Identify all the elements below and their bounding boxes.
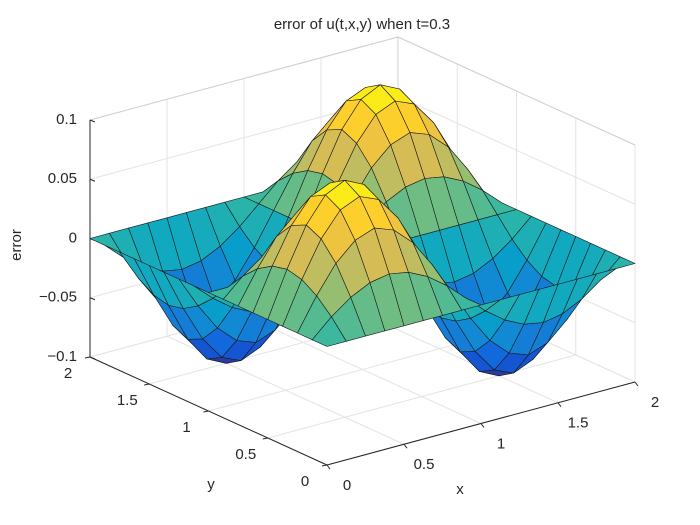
y-tick xyxy=(84,356,91,359)
z-tick-label: 0.05 xyxy=(48,170,77,187)
y-tick xyxy=(321,464,328,467)
x-tick-label: 1 xyxy=(497,435,505,452)
y-axis-label: y xyxy=(207,476,215,493)
x-tick xyxy=(403,443,408,449)
z-tick xyxy=(89,356,96,360)
z-tick xyxy=(89,178,96,182)
z-tick xyxy=(89,297,96,301)
y-tick-label: 2 xyxy=(64,365,72,382)
z-tick-label: 0.1 xyxy=(56,111,77,128)
y-tick xyxy=(262,437,268,440)
x-tick xyxy=(557,402,562,408)
x-tick-label: 1.5 xyxy=(568,415,589,432)
x-tick xyxy=(480,423,485,428)
grid-line xyxy=(267,354,576,439)
box-edge xyxy=(89,36,399,121)
y-tick-label: 0.5 xyxy=(235,446,256,463)
y-tick-label: 1 xyxy=(182,419,190,436)
x-tick-label: 0.5 xyxy=(414,456,435,473)
z-tick-label: −0.1 xyxy=(47,348,77,365)
box-edge xyxy=(397,36,636,146)
z-tick-label: −0.05 xyxy=(39,289,77,306)
z-tick xyxy=(89,119,96,123)
x-tick-label: 0 xyxy=(343,477,351,494)
surface-face xyxy=(311,316,347,347)
x-tick xyxy=(634,381,639,387)
x-tick xyxy=(326,464,331,470)
x-axis-label: x xyxy=(456,481,464,498)
grid-line xyxy=(397,95,636,205)
chart-title: error of u(t,x,y) when t=0.3 xyxy=(274,16,450,33)
y-tick xyxy=(203,410,209,413)
y-tick xyxy=(144,383,150,386)
y-tick-label: 0 xyxy=(301,473,309,490)
z-tick-label: 0 xyxy=(69,229,77,246)
x-tick-label: 2 xyxy=(651,394,659,411)
z-axis-label: error xyxy=(8,229,25,261)
y-tick-label: 1.5 xyxy=(117,392,138,409)
